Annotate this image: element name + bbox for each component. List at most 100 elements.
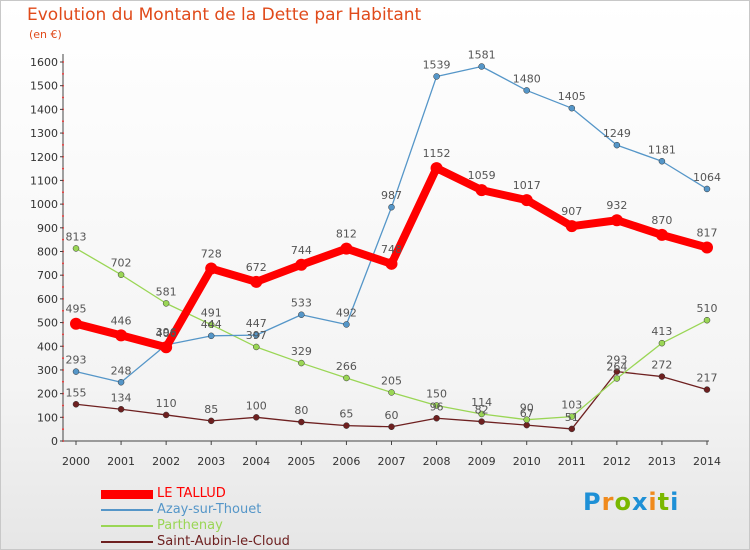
x-tick-label: 2011 (558, 455, 586, 468)
y-tick-label: 300 (37, 364, 58, 377)
data-point (520, 194, 533, 207)
data-label: 293 (606, 354, 627, 367)
data-label: 446 (111, 314, 132, 327)
data-label: 248 (111, 364, 132, 377)
data-point (253, 343, 260, 351)
data-point (162, 300, 170, 307)
data-point (430, 162, 443, 175)
data-point (658, 339, 666, 347)
data-label: 444 (201, 318, 222, 331)
y-tick-label: 200 (37, 388, 58, 401)
data-label: 447 (246, 317, 267, 330)
y-axis-minor-dot (62, 167, 64, 170)
data-label: 1581 (468, 49, 496, 62)
data-point (701, 241, 713, 254)
y-tick-label: 0 (51, 435, 58, 448)
data-point (117, 271, 125, 278)
data-label: 1480 (513, 72, 541, 85)
data-point (703, 316, 711, 324)
x-tick-label: 2007 (378, 455, 406, 468)
data-point (613, 141, 621, 149)
data-label: 987 (381, 189, 402, 202)
data-point (207, 417, 215, 425)
y-tick-label: 1200 (30, 151, 58, 164)
legend-item-azay-sur-thouet: Azay-sur-Thouet (101, 502, 290, 518)
legend-swatch (101, 509, 153, 511)
data-label: 110 (156, 397, 177, 410)
x-tick-label: 2014 (693, 455, 721, 468)
data-label: 744 (291, 244, 312, 257)
data-point (478, 410, 485, 418)
y-axis-minor-dot (62, 238, 64, 241)
x-tick-label: 2006 (332, 455, 360, 468)
data-label: 1152 (423, 147, 451, 160)
x-tick-label: 2009 (468, 455, 496, 468)
data-label: 672 (246, 261, 267, 274)
data-point (388, 389, 395, 396)
data-point (475, 184, 488, 197)
y-axis-minor-dot (62, 428, 64, 431)
y-tick-label: 900 (37, 222, 58, 235)
unit-label: (en €) (29, 28, 62, 41)
data-label: 134 (111, 391, 132, 404)
data-point (160, 341, 173, 354)
data-label: 813 (66, 230, 87, 243)
data-point (568, 413, 576, 420)
data-point (703, 386, 711, 393)
data-point (343, 422, 350, 429)
data-label: 1064 (693, 171, 721, 184)
data-point (658, 373, 666, 380)
axes: 0 100 200 300 400 500 600 700 800 900 1000 1100 1200… (30, 54, 721, 468)
y-tick-label: 500 (37, 317, 58, 330)
data-point (613, 368, 621, 375)
logo-letter: P (583, 488, 602, 516)
data-point (523, 87, 530, 94)
data-label: 272 (651, 359, 672, 372)
y-axis-minor-dot (62, 357, 64, 360)
data-point (72, 401, 80, 408)
y-tick-label: 1000 (30, 198, 58, 211)
data-point (433, 415, 440, 422)
data-point (207, 332, 215, 340)
data-point (658, 158, 666, 165)
y-tick-label: 100 (37, 411, 58, 424)
y-tick-label: 1600 (30, 56, 58, 69)
y-axis-minor-dot (62, 333, 64, 336)
data-label: 812 (336, 228, 357, 241)
legend-item-saint-aubin-le-cloud: Saint-Aubin-le-Cloud (101, 534, 290, 550)
data-label: 155 (66, 386, 87, 399)
data-label: 65 (339, 408, 353, 421)
y-tick-label: 1100 (30, 174, 58, 187)
legend-item-le-tallud: LE TALLUD (101, 486, 290, 502)
x-tick-label: 2002 (152, 455, 180, 468)
y-tick-label: 1300 (30, 127, 58, 140)
y-axis-minor-dot (62, 404, 64, 407)
data-label: 510 (697, 302, 718, 315)
data-label: 1181 (648, 143, 676, 156)
data-point (478, 418, 485, 425)
data-label: 1405 (558, 90, 586, 103)
data-label: 870 (651, 214, 672, 227)
data-label: 264 (606, 360, 627, 373)
data-point (433, 73, 440, 80)
data-point (205, 262, 218, 275)
series-layer (70, 63, 713, 433)
data-label: 1059 (468, 169, 496, 182)
x-tick-label: 2005 (287, 455, 315, 468)
y-tick-label: 1500 (30, 80, 58, 93)
logo-letter: r (601, 488, 615, 516)
data-label: 60 (385, 409, 399, 422)
data-point (72, 368, 80, 375)
data-labels: 155 134 110 85 100 80 65 60 96 82 67 51 293 272 217 813… (66, 49, 722, 424)
data-label: 932 (606, 199, 627, 212)
data-label: 100 (246, 399, 267, 412)
data-label: 217 (697, 372, 718, 385)
data-label: 492 (336, 306, 357, 319)
data-label: 397 (246, 329, 267, 342)
data-point (478, 63, 485, 70)
data-point (568, 425, 576, 433)
legend: LE TALLUD Azay-sur-Thouet Parthenay Sain… (101, 486, 290, 550)
data-point (655, 228, 668, 241)
x-tick-label: 2001 (107, 455, 135, 468)
